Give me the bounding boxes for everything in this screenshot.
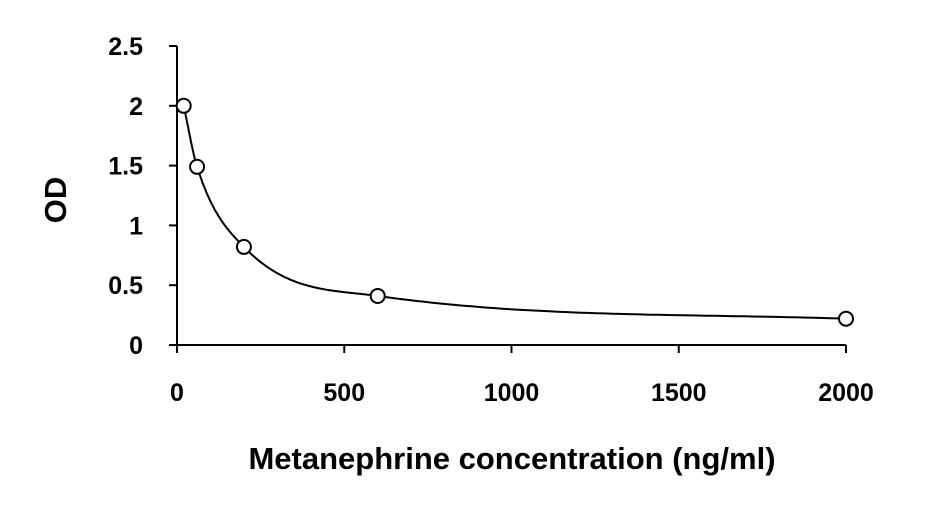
data-point	[189, 158, 206, 175]
y-tick-label: 1.5	[108, 153, 143, 181]
x-tick-label: 500	[323, 379, 365, 407]
x-axis-tick-labels: 0 500 1000 1500 2000	[170, 379, 874, 407]
data-point	[235, 238, 252, 255]
data-point	[838, 310, 854, 327]
data-point	[369, 287, 386, 304]
y-tick-label: 0	[129, 332, 143, 360]
x-axis-ticks	[176, 345, 847, 353]
x-tick-label: 0	[170, 379, 184, 407]
x-tick-label: 1500	[651, 379, 707, 407]
y-axis-title: OD	[38, 177, 73, 224]
y-tick-label: 1	[129, 212, 143, 240]
x-tick-label: 1000	[484, 379, 540, 407]
plot-area: 0 0.5 1 1.5 2 2.5 0 500 1000 1500 2000	[108, 33, 874, 407]
y-tick-label: 2.5	[108, 33, 143, 61]
y-tick-label: 2	[129, 93, 143, 121]
fit-curve	[182, 105, 847, 320]
data-point	[175, 97, 192, 114]
y-axis-ticks	[169, 45, 177, 346]
data-points	[175, 97, 854, 327]
y-axis-tick-labels: 0 0.5 1 1.5 2 2.5	[108, 33, 143, 360]
x-tick-label: 2000	[818, 379, 874, 407]
y-tick-label: 0.5	[108, 272, 143, 300]
x-axis-title: Metanephrine concentration (ng/ml)	[248, 441, 775, 476]
